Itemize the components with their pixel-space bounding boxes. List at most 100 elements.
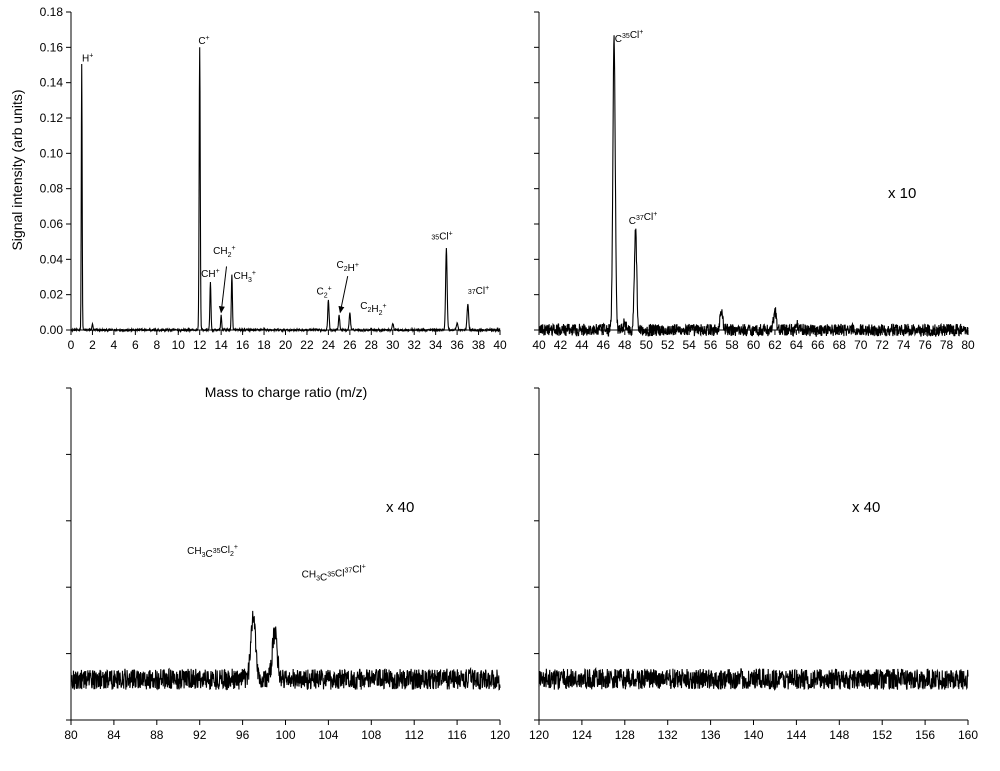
y-axis-label: Signal intensity (arb units) — [9, 89, 25, 250]
p1-y-tick-label: 0.12 — [40, 111, 64, 125]
p3-scale-label: x 40 — [386, 499, 414, 516]
p1-x-tick-label: 30 — [386, 338, 400, 352]
p1-x-tick-label: 22 — [300, 338, 314, 352]
p4-x-tick-label: 144 — [786, 728, 806, 742]
p2-x-tick-label: 44 — [575, 338, 589, 352]
axes: 0 2 4 6 8 10 12 14 16 18 20 22 24 26 28 30 32 34 36 38 400.0… — [40, 5, 979, 742]
peak-label: 37Cl+ — [468, 285, 489, 297]
p1-x-tick-label: 28 — [365, 338, 379, 352]
peak-label: C+ — [198, 35, 209, 47]
p2-x-tick-label: 68 — [833, 338, 847, 352]
p4-x-tick-label: 152 — [872, 728, 892, 742]
p2-x-tick-label: 76 — [918, 338, 932, 352]
p1-x-tick-label: 18 — [257, 338, 271, 352]
peak-label: C2H2+ — [360, 301, 386, 317]
p1-x-tick-label: 32 — [408, 338, 422, 352]
p2-x-tick-label: 74 — [897, 338, 911, 352]
annotation-arrow — [218, 266, 228, 314]
p2-x-tick-label: 72 — [876, 338, 890, 352]
peak-label: C37Cl+ — [629, 211, 658, 227]
p1-x-tick-label: 0 — [68, 338, 75, 352]
p1-y-tick-label: 0.18 — [40, 5, 64, 19]
p1-x-tick-label: 8 — [153, 338, 160, 352]
p4-spectrum-line — [538, 667, 969, 691]
p4-x-tick-label: 156 — [915, 728, 935, 742]
p1-y-tick-label: 0.08 — [40, 182, 64, 196]
p1-x-tick-label: 14 — [214, 338, 228, 352]
p4-x-tick-label: 136 — [701, 728, 721, 742]
p3-spectrum-line — [70, 610, 501, 691]
peak-label: CH3+ — [234, 270, 256, 284]
p1-y-tick-label: 0.04 — [40, 252, 64, 266]
p3-x-tick-label: 116 — [448, 728, 467, 742]
p2-x-tick-label: 48 — [618, 338, 632, 352]
p3-x-tick-label: 84 — [107, 728, 121, 742]
spectrum-traces — [70, 35, 969, 691]
x-axis-label: Mass to charge ratio (m/z) — [205, 384, 368, 400]
peak-label: H+ — [82, 52, 93, 64]
p3-x-tick-label: 120 — [490, 728, 510, 742]
p2-x-tick-label: 80 — [961, 338, 975, 352]
p1-y-tick-label: 0.06 — [40, 217, 64, 231]
p2-x-tick-label: 50 — [640, 338, 654, 352]
p3-x-tick-label: 100 — [275, 728, 295, 742]
p1-y-tick-label: 0.02 — [40, 288, 64, 302]
p1-x-tick-label: 36 — [450, 338, 464, 352]
p4-x-tick-label: 148 — [829, 728, 849, 742]
p2-x-tick-label: 40 — [532, 338, 546, 352]
p4-x-tick-label: 140 — [743, 728, 763, 742]
p2-x-tick-label: 58 — [725, 338, 739, 352]
p1-y-tick-label: 0.16 — [40, 40, 64, 54]
p1-x-tick-label: 10 — [172, 338, 186, 352]
peak-label: CH+ — [201, 268, 220, 280]
p1-x-tick-label: 12 — [193, 338, 207, 352]
peak-label: C2H+ — [336, 260, 358, 274]
p1-x-tick-label: 6 — [132, 338, 139, 352]
p4-x-tick-label: 120 — [529, 728, 549, 742]
p1-x-tick-label: 16 — [236, 338, 250, 352]
peak-annotations: H+ C+ CH+ CH2+ CH3+ C2+ C2H+ C2H2+ 35Cl+ 37Cl+ C35… — [82, 29, 657, 583]
peak-label: CH3C35Cl2+ — [187, 544, 238, 560]
peak-label: CH2+ — [213, 245, 235, 259]
p1-spectrum-line — [70, 47, 501, 334]
peak-label: 35Cl+ — [431, 230, 452, 242]
p3-x-tick-label: 104 — [318, 728, 338, 742]
p3-x-tick-label: 88 — [150, 728, 164, 742]
p2-x-tick-label: 56 — [704, 338, 718, 352]
p3-x-tick-label: 92 — [193, 728, 207, 742]
p4-x-tick-label: 160 — [958, 728, 978, 742]
p4-x-tick-label: 132 — [658, 728, 678, 742]
p3-x-tick-label: 80 — [64, 728, 78, 742]
p3-x-tick-label: 96 — [236, 728, 250, 742]
p1-x-tick-label: 2 — [89, 338, 96, 352]
p4-scale-label: x 40 — [852, 499, 880, 516]
p1-x-tick-label: 34 — [429, 338, 443, 352]
p3-x-tick-label: 112 — [405, 728, 424, 742]
p2-x-tick-label: 52 — [661, 338, 675, 352]
peak-label: C35Cl+ — [615, 29, 644, 45]
p2-scale-label: x 10 — [888, 185, 916, 202]
p1-y-tick-label: 0.14 — [40, 76, 64, 90]
p1-x-tick-label: 40 — [493, 338, 507, 352]
p4-x-tick-label: 124 — [572, 728, 592, 742]
p2-x-tick-label: 70 — [854, 338, 868, 352]
p1-x-tick-label: 24 — [322, 338, 336, 352]
peak-label: C2+ — [316, 286, 331, 300]
p2-x-tick-label: 46 — [597, 338, 611, 352]
p4-x-tick-label: 128 — [615, 728, 635, 742]
p2-x-tick-label: 60 — [747, 338, 761, 352]
p2-x-tick-label: 78 — [940, 338, 954, 352]
p1-x-tick-label: 20 — [279, 338, 293, 352]
p2-x-tick-label: 64 — [790, 338, 804, 352]
p2-x-tick-label: 54 — [682, 338, 696, 352]
p1-y-tick-label: 0.10 — [40, 146, 64, 160]
p2-x-tick-label: 66 — [811, 338, 825, 352]
p1-x-tick-label: 4 — [111, 338, 118, 352]
p3-x-tick-label: 108 — [361, 728, 381, 742]
annotation-arrow — [338, 276, 349, 314]
p2-x-tick-label: 62 — [768, 338, 782, 352]
p1-y-tick-label: 0.00 — [40, 323, 64, 337]
p1-x-tick-label: 26 — [343, 338, 357, 352]
p1-x-tick-label: 38 — [472, 338, 486, 352]
